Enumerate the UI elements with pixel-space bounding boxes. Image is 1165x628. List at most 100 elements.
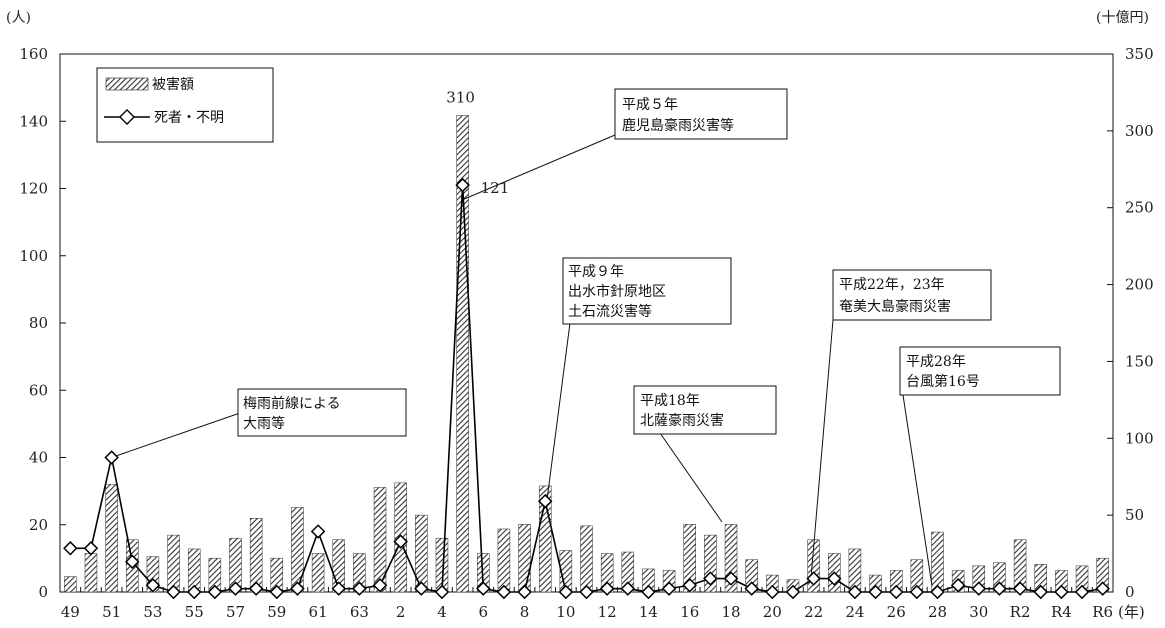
callout-4: 平成18年 北薩豪雨災害 xyxy=(633,385,777,435)
point-8 xyxy=(517,584,532,600)
point-52 xyxy=(125,554,140,569)
callout-5: 平成22年，23年 奄美大島豪雨災害 xyxy=(832,269,992,321)
bar-18 xyxy=(724,524,738,593)
leader-line xyxy=(902,394,933,587)
point-11 xyxy=(579,584,594,600)
point-58 xyxy=(248,581,264,596)
point-22 xyxy=(806,571,821,586)
callout-6: 平成28年 台風第16号 xyxy=(899,346,1061,396)
callout-4-line-2: 北薩豪雨災害 xyxy=(640,413,724,429)
point-60 xyxy=(290,581,305,596)
bar-28 xyxy=(931,531,944,593)
x-tick-49: 49 xyxy=(61,603,80,621)
callout-4-line-1: 平成18年 xyxy=(640,393,700,409)
x-tick-16: 16 xyxy=(680,603,699,621)
x-tick-51: 51 xyxy=(102,603,121,621)
left-tick-160: 160 xyxy=(19,45,48,63)
leader-line xyxy=(112,412,241,458)
callout-3-line-3: 土石流災害等 xyxy=(568,303,652,320)
point-14 xyxy=(641,584,656,600)
callout-1-line-1: 梅雨前線による xyxy=(243,395,341,412)
left-tick-100: 100 xyxy=(19,247,48,265)
leader-line xyxy=(659,432,723,523)
bar-61 xyxy=(311,553,325,593)
x-tick-53: 53 xyxy=(143,603,162,621)
right-tick-200: 200 xyxy=(1125,276,1154,294)
right-tick-100: 100 xyxy=(1125,429,1154,447)
x-tick-22: 22 xyxy=(804,603,823,621)
left-tick-20: 20 xyxy=(29,516,48,534)
point-10 xyxy=(558,584,574,600)
left-tick-60: 60 xyxy=(29,381,48,399)
callout-6-line-2: 台風第16号 xyxy=(906,373,980,390)
x-tick-12: 12 xyxy=(598,603,617,621)
x-tick-6: 6 xyxy=(478,603,488,621)
line-layer xyxy=(63,177,1110,600)
callout-2: 平成５年 鹿児島豪雨災害等 xyxy=(614,88,788,140)
peak-point-label: 121 xyxy=(481,179,510,197)
x-tick-8: 8 xyxy=(520,603,530,621)
point-62 xyxy=(331,581,346,596)
x-tick-28: 28 xyxy=(928,603,947,621)
point-13 xyxy=(620,581,636,596)
point-15 xyxy=(661,581,677,596)
leader-line xyxy=(810,319,834,579)
bar-11 xyxy=(580,525,593,593)
point-19 xyxy=(744,581,759,596)
x-tick-55: 55 xyxy=(185,603,204,621)
bar-9 xyxy=(538,485,552,593)
x-tick-26: 26 xyxy=(887,603,906,621)
x-tick-24: 24 xyxy=(845,603,864,621)
x-tick-14: 14 xyxy=(639,603,658,621)
point-7 xyxy=(496,584,512,600)
bar-22 xyxy=(807,539,820,593)
right-axis-unit: (十億円) xyxy=(1096,10,1149,26)
bar-50 xyxy=(84,553,98,593)
legend-marker xyxy=(118,108,136,126)
x-tick-57: 57 xyxy=(226,603,245,621)
point-18 xyxy=(723,571,739,586)
point-16 xyxy=(682,578,697,593)
legend-line-label: 死者・不明 xyxy=(154,110,224,126)
point-26 xyxy=(888,584,904,600)
point-30 xyxy=(971,581,987,596)
point-R2 xyxy=(1012,581,1028,596)
point-5 xyxy=(455,177,470,193)
bar-54 xyxy=(167,534,180,593)
x-tick-59: 59 xyxy=(267,603,286,621)
right-tick-350: 350 xyxy=(1125,45,1154,63)
bar-5 xyxy=(456,115,469,593)
right-tick-150: 150 xyxy=(1125,352,1154,370)
point-21 xyxy=(785,584,801,600)
callout-3-line-1: 平成９年 xyxy=(568,264,624,280)
legend-bar-label: 被害額 xyxy=(152,77,194,93)
leader-line xyxy=(461,134,616,201)
x-tick-R6: R6 xyxy=(1092,603,1113,621)
leader-line xyxy=(546,322,571,501)
point-3 xyxy=(414,581,429,596)
x-tick-30: 30 xyxy=(969,603,988,621)
point-R5 xyxy=(1074,584,1090,600)
callout-2-line-2: 鹿児島豪雨災害等 xyxy=(622,117,734,134)
point-51 xyxy=(104,450,119,465)
point-17 xyxy=(703,571,718,586)
right-tick-250: 250 xyxy=(1125,199,1154,217)
x-tick-63: 63 xyxy=(350,603,369,621)
bar-58 xyxy=(249,517,263,593)
callout-1-line-2: 大雨等 xyxy=(243,415,285,432)
callout-3: 平成９年 出水市針原地区 土石流災害等 xyxy=(562,257,732,325)
left-tick-140: 140 xyxy=(19,112,48,130)
point-6 xyxy=(476,581,491,596)
point-23 xyxy=(827,571,842,586)
bar-8 xyxy=(518,524,531,593)
callout-2-line-1: 平成５年 xyxy=(622,97,678,113)
x-tick-R2: R2 xyxy=(1010,603,1031,621)
point-53 xyxy=(145,578,161,593)
x-tick-4: 4 xyxy=(437,603,447,621)
point-2 xyxy=(393,534,408,549)
legend: 被害額 死者・不明 xyxy=(96,67,274,143)
callout-6-line-1: 平成28年 xyxy=(906,354,966,370)
point-12 xyxy=(599,581,615,596)
callout-1: 梅雨前線による 大雨等 xyxy=(237,388,407,437)
